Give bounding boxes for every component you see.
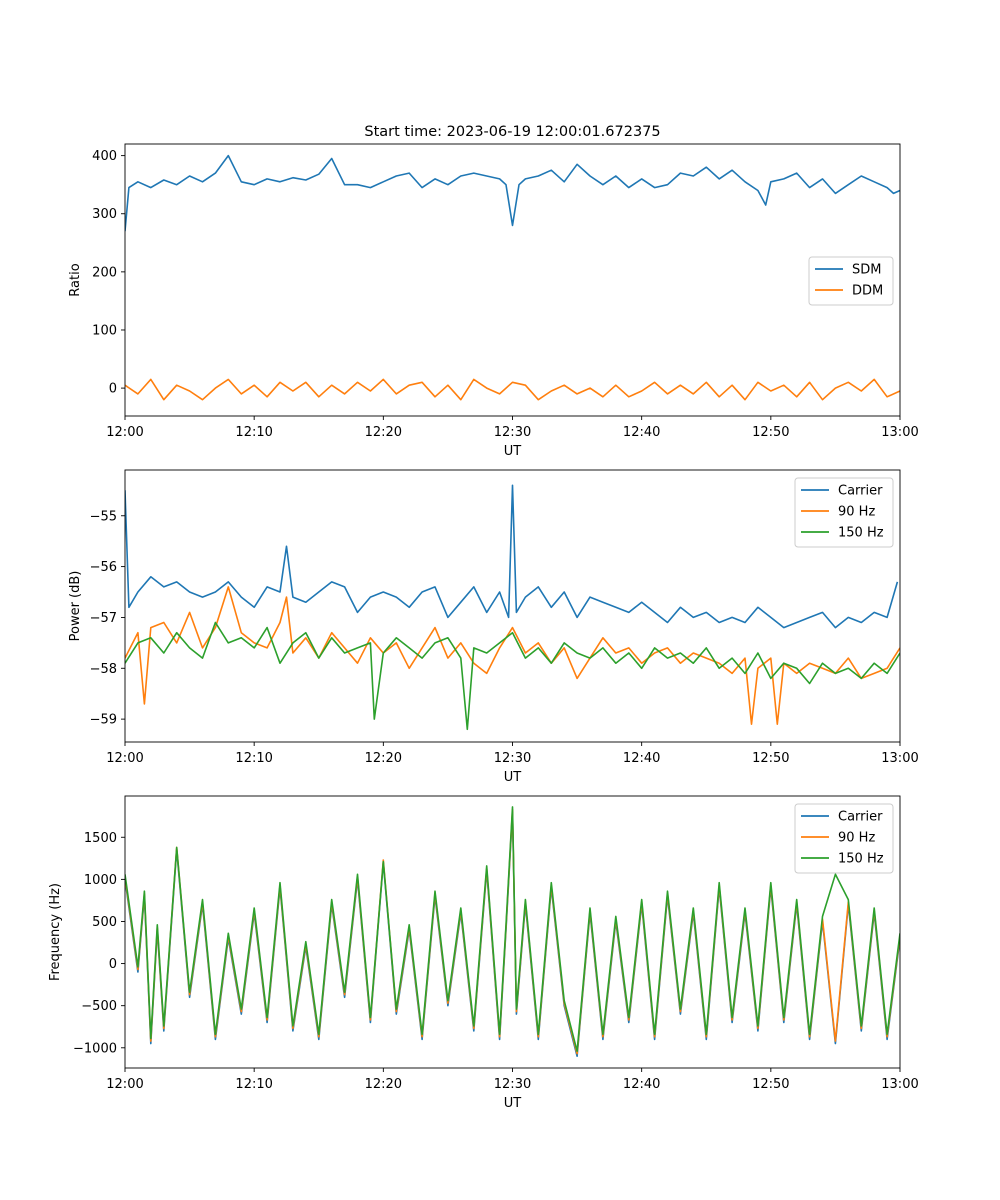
x-tick-label: 12:00	[106, 751, 143, 766]
x-tick-label: 12:40	[623, 751, 660, 766]
legend-label: Carrier	[838, 810, 883, 825]
series-line-90-hz	[125, 586, 900, 725]
x-tick-label: 12:40	[623, 425, 660, 440]
plot-area	[125, 806, 900, 1057]
legend: SDM DDM	[808, 256, 894, 306]
y-tick-label: 0	[109, 382, 117, 397]
x-tick-label: 12:30	[494, 1077, 531, 1092]
series-line-sdm	[125, 154, 900, 232]
x-axis-label: UT	[504, 1096, 522, 1111]
y-tick-label: −55	[90, 509, 117, 524]
series-line-ddm	[125, 378, 900, 401]
y-tick-label: −57	[90, 611, 117, 626]
y-tick-label: −59	[90, 713, 117, 728]
legend-box	[794, 803, 894, 874]
y-tick-label: 400	[92, 149, 117, 164]
y-tick-label: −56	[90, 560, 117, 575]
y-tick-label: 1000	[84, 873, 117, 888]
x-tick-label: 12:00	[106, 425, 143, 440]
y-tick-label: 100	[92, 323, 117, 338]
x-tick-label: 12:50	[752, 425, 789, 440]
x-tick-label: 12:30	[494, 751, 531, 766]
x-tick-label: 12:20	[365, 1077, 402, 1092]
axes-frame	[124, 143, 901, 417]
plot-area	[125, 154, 900, 401]
x-axis-label: UT	[504, 444, 522, 459]
plot-area	[125, 484, 900, 731]
legend-box	[794, 477, 894, 548]
y-tick-label: 1500	[84, 831, 117, 846]
x-tick-label: 13:00	[881, 425, 918, 440]
y-axis-label: Ratio	[68, 263, 83, 296]
legend-label: SDM	[852, 263, 881, 278]
y-tick-label: 300	[92, 207, 117, 222]
legend-label: 150 Hz	[838, 526, 884, 541]
x-tick-label: 12:00	[106, 1077, 143, 1092]
series-line-150-hz	[125, 621, 900, 731]
y-tick-label: −1000	[73, 1041, 117, 1056]
y-tick-label: −500	[81, 999, 117, 1014]
y-axis-label: Power (dB)	[68, 571, 83, 642]
x-tick-label: 12:10	[235, 751, 272, 766]
series-line-carrier	[125, 484, 899, 629]
series-line-150-hz	[125, 806, 900, 1052]
legend-label: 90 Hz	[838, 831, 875, 846]
figure-title: Start time: 2023-06-19 12:00:01.672375	[364, 124, 660, 140]
legend-label: 90 Hz	[838, 505, 875, 520]
legend-label: 150 Hz	[838, 852, 884, 867]
x-tick-label: 13:00	[881, 751, 918, 766]
legend: Carrier 90 Hz 150 Hz	[794, 803, 894, 874]
x-tick-label: 12:40	[623, 1077, 660, 1092]
x-tick-label: 12:20	[365, 425, 402, 440]
x-tick-label: 12:20	[365, 751, 402, 766]
chart-panel-3: 12:00 12:10 12:20 12:30 12:40 12:50 13:00 −1000…	[48, 795, 919, 1111]
y-tick-label: −58	[90, 662, 117, 677]
x-tick-label: 12:50	[752, 1077, 789, 1092]
chart-panel-2: 12:00 12:10 12:20 12:30 12:40 12:50 13:00 −59 −5…	[68, 469, 919, 785]
chart-panel-1: 12:00 12:10 12:20 12:30 12:40 12:50 13:00 0 100 2…	[68, 143, 919, 459]
legend-label: DDM	[852, 284, 883, 299]
y-tick-label: 0	[109, 957, 117, 972]
x-tick-label: 12:10	[235, 1077, 272, 1092]
legend-label: Carrier	[838, 484, 883, 499]
y-tick-label: 200	[92, 265, 117, 280]
x-tick-label: 13:00	[881, 1077, 918, 1092]
x-tick-label: 12:10	[235, 425, 272, 440]
x-tick-label: 12:30	[494, 425, 531, 440]
x-axis-label: UT	[504, 770, 522, 785]
legend: Carrier 90 Hz 150 Hz	[794, 477, 894, 548]
y-tick-label: 500	[92, 915, 117, 930]
y-axis-label: Frequency (Hz)	[48, 883, 63, 981]
x-tick-label: 12:50	[752, 751, 789, 766]
